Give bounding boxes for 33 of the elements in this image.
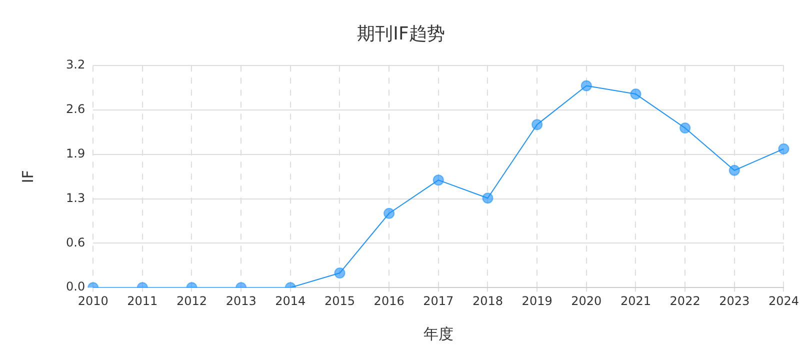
- x-tick-label: 2024: [768, 294, 800, 308]
- y-tick-label: 1.9: [66, 146, 86, 161]
- x-tick-label: 2020: [571, 294, 602, 308]
- y-tick-label: 1.3: [66, 190, 86, 205]
- point: [580, 80, 592, 92]
- point: [532, 119, 543, 130]
- point: [432, 174, 444, 186]
- y-tick-label: 3.2: [66, 58, 86, 72]
- x-tick-label: 2022: [670, 294, 700, 308]
- point: [778, 143, 790, 154]
- point: [680, 122, 691, 134]
- y-tick-label: 2.6: [66, 102, 86, 116]
- x-tick-label: 2010: [78, 294, 108, 308]
- x-tick-label: 2016: [374, 294, 404, 308]
- x-tick-label: 2018: [472, 294, 504, 308]
- x-tick-label: 2013: [226, 294, 256, 308]
- y-axis-title: IF: [18, 170, 37, 184]
- x-axis-title: 年度: [423, 324, 454, 343]
- point: [384, 208, 395, 219]
- point: [728, 164, 740, 176]
- x-tick-label: 2014: [275, 294, 306, 308]
- x-tick-label: 2015: [324, 294, 356, 308]
- x-tick-label: 2021: [620, 294, 652, 308]
- point: [630, 88, 642, 100]
- x-tick-label: 2012: [176, 294, 208, 308]
- chart-title: 期刊IF趋势: [357, 23, 445, 44]
- x-tick-label: 2011: [127, 294, 158, 308]
- x-tick-label: 2017: [423, 294, 454, 308]
- point: [482, 192, 494, 204]
- x-tick-label: 2023: [719, 294, 750, 308]
- y-tick-label: 0.0: [66, 280, 86, 294]
- x-tick-label: 2019: [522, 294, 552, 308]
- y-tick-label: 0.6: [66, 235, 86, 250]
